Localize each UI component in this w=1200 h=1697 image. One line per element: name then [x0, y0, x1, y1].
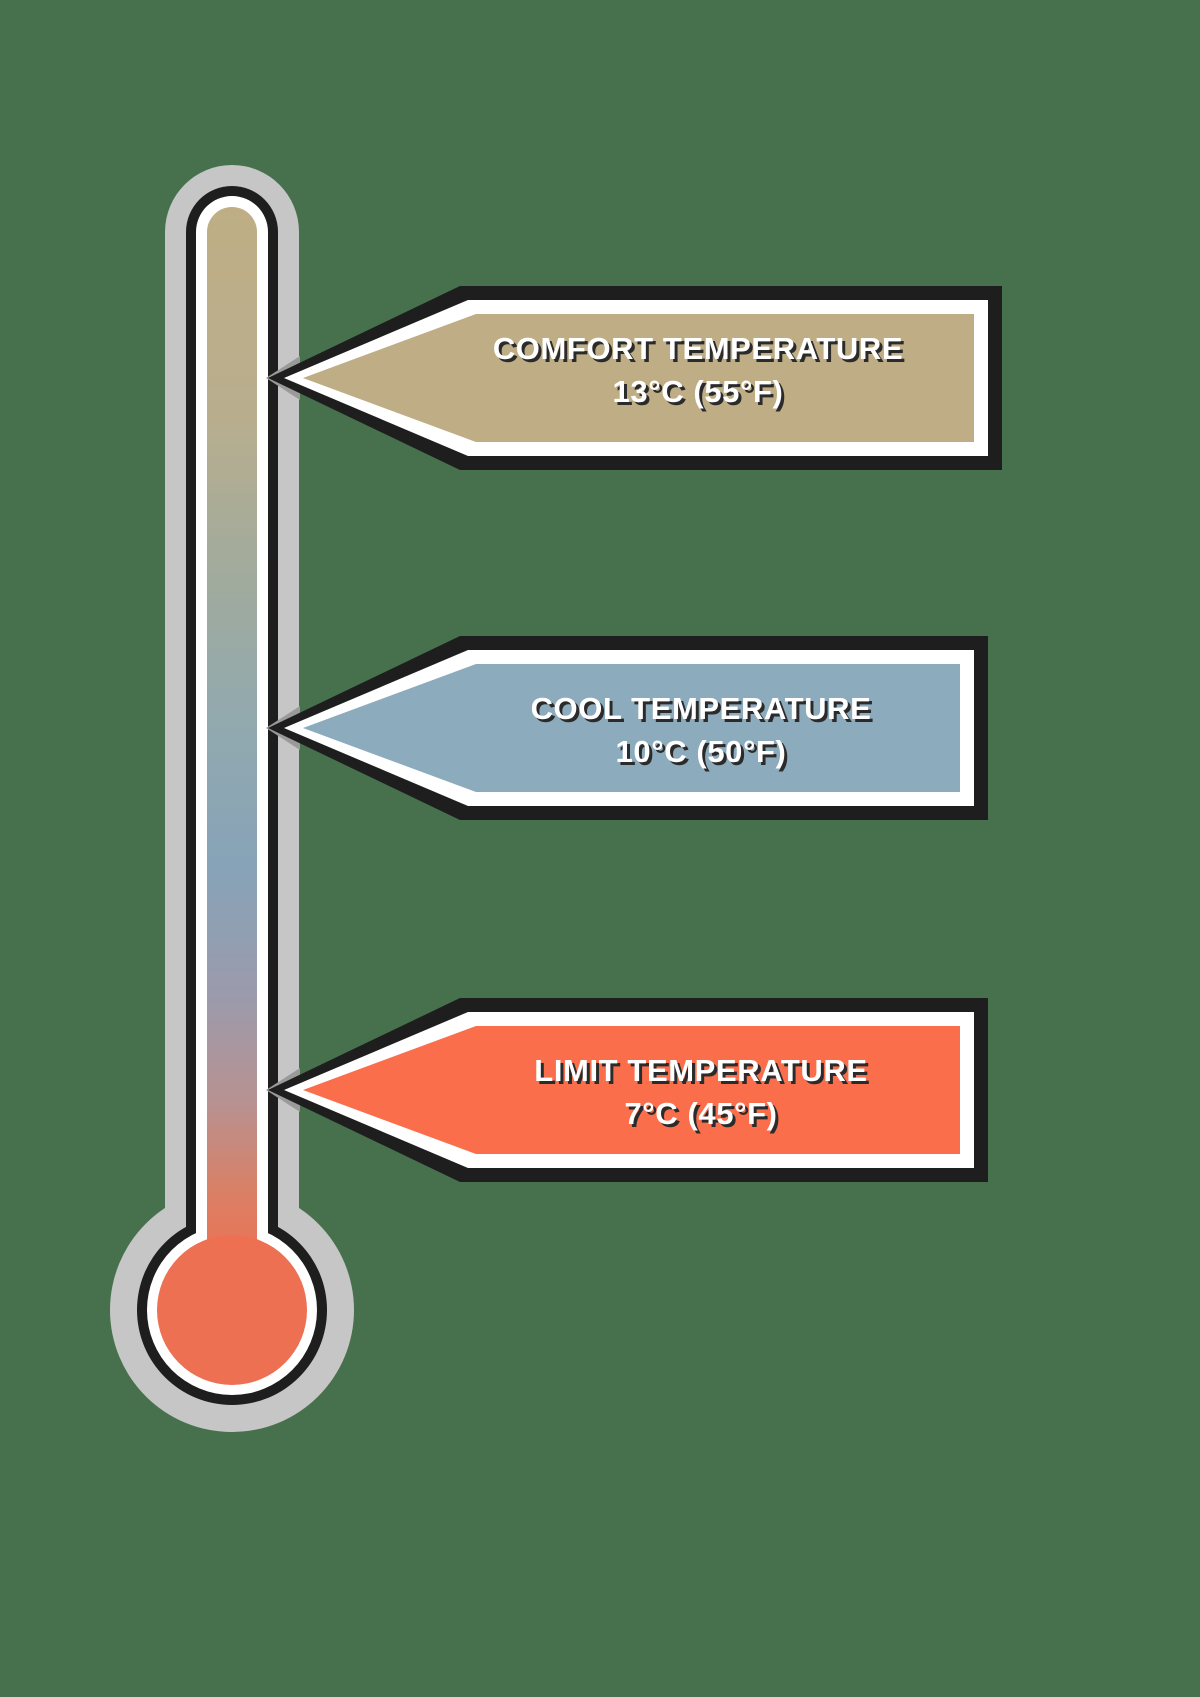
comfort-value-shadow: 13°C (55°F)	[616, 377, 787, 412]
cool-title: COOL TEMPERATURE	[531, 691, 872, 726]
cool-temperature-banner[interactable]: COOL TEMPERATURE COOL TEMPERATURE 10°C (…	[266, 636, 988, 820]
limit-banner-fill	[303, 1026, 960, 1154]
cool-banner-fill	[303, 664, 960, 792]
comfort-banner-fill	[303, 314, 974, 442]
limit-temperature-banner[interactable]: LIMIT TEMPERATURE LIMIT TEMPERATURE 7°C …	[266, 998, 988, 1182]
limit-value: 7°C (45°F)	[624, 1096, 777, 1131]
thermometer-liquid	[157, 207, 307, 1385]
comfort-temperature-banner[interactable]: COMFORT TEMPERATURE COMFORT TEMPERATURE …	[266, 286, 1002, 470]
cool-value-shadow: 10°C (50°F)	[619, 737, 790, 772]
limit-value-shadow: 7°C (45°F)	[627, 1099, 780, 1134]
comfort-title-shadow: COMFORT TEMPERATURE	[496, 334, 906, 369]
cool-title-shadow: COOL TEMPERATURE	[534, 694, 875, 729]
comfort-value: 13°C (55°F)	[613, 374, 784, 409]
limit-title: LIMIT TEMPERATURE	[534, 1053, 867, 1088]
limit-title-shadow: LIMIT TEMPERATURE	[537, 1056, 870, 1091]
comfort-title: COMFORT TEMPERATURE	[493, 331, 903, 366]
cool-value: 10°C (50°F)	[616, 734, 787, 769]
